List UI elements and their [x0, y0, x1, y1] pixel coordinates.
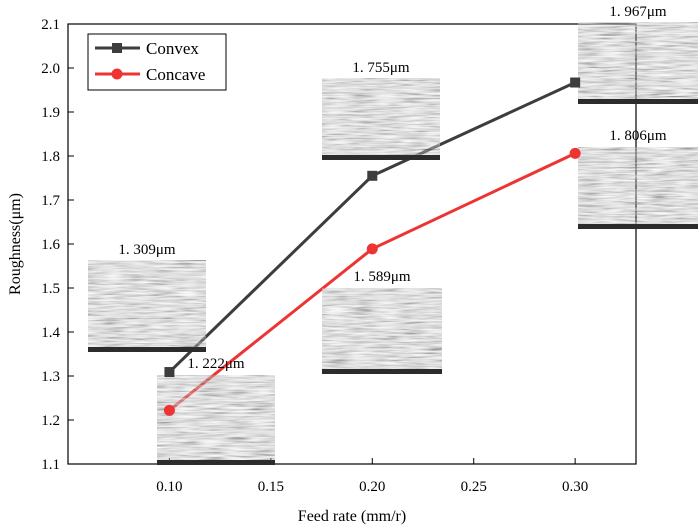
- y-tick-label: 1.1: [41, 457, 60, 473]
- legend-marker: [111, 68, 123, 80]
- y-tick-label: 2.0: [41, 61, 60, 77]
- point-concave: [569, 147, 581, 159]
- annotation-label: 1. 806μm: [609, 128, 667, 144]
- y-tick-label: 1.5: [41, 281, 60, 297]
- annotation-label: 1. 222μm: [187, 356, 245, 372]
- legend-box: [87, 33, 227, 91]
- series-markers: [163, 77, 581, 416]
- y-tick-label: 1.4: [41, 325, 60, 341]
- annotation-label: 1. 967μm: [609, 4, 667, 20]
- annotation-label: 1. 755μm: [352, 60, 410, 76]
- x-tick-label: 0.10: [156, 479, 182, 495]
- legend: Convex Concave: [87, 33, 227, 91]
- legend-label: Convex: [146, 39, 199, 58]
- sem-micrograph-infobar: [157, 460, 275, 465]
- x-tick-label: 0.30: [562, 479, 588, 495]
- point-convex: [164, 367, 175, 378]
- sem-micrograph: [322, 78, 440, 160]
- y-tick-label: 1.8: [41, 149, 60, 165]
- y-tick-label: 1.3: [41, 369, 60, 385]
- x-tick-label: 0.20: [359, 479, 385, 495]
- sem-micrograph-infobar: [578, 224, 698, 229]
- annotation-label: 1. 309μm: [118, 242, 176, 258]
- legend-label: Concave: [146, 65, 205, 84]
- point-convex: [570, 77, 581, 88]
- y-tick-label: 2.1: [41, 17, 60, 33]
- sem-micrograph: [578, 22, 698, 104]
- legend-marker: [112, 43, 122, 53]
- annotation-label: 1. 589μm: [353, 269, 411, 285]
- sem-micrograph-infobar: [578, 99, 698, 104]
- y-tick-label: 1.2: [41, 413, 60, 429]
- sem-micrograph-infobar: [88, 347, 206, 352]
- x-axis-title: Feed rate (mm/r): [298, 508, 406, 525]
- sem-micrograph: [578, 147, 698, 229]
- y-axis-title: Roughness(μm): [7, 193, 24, 295]
- sem-micrograph-infobar: [322, 369, 442, 374]
- x-tick-label: 0.15: [258, 479, 284, 495]
- sem-micrograph-infobar: [322, 155, 440, 160]
- point-concave: [366, 243, 378, 255]
- y-axis: 1.1 1.2 1.3 1.4 1.5 1.6 1.7 1.8 1.9 2.0 2.1: [41, 17, 74, 473]
- x-tick-label: 0.25: [461, 479, 487, 495]
- y-tick-label: 1.6: [41, 237, 60, 253]
- sem-micrograph: [157, 375, 275, 465]
- sem-annotations: 1. 309μm 1. 755μm 1. 967μm 1. 222μm 1. 589μm…: [88, 4, 698, 465]
- sem-micrograph: [88, 260, 206, 352]
- sem-micrograph: [322, 288, 442, 374]
- y-tick-label: 1.7: [41, 193, 60, 209]
- point-concave: [163, 404, 175, 416]
- y-tick-label: 1.9: [41, 105, 60, 121]
- point-convex: [367, 170, 378, 181]
